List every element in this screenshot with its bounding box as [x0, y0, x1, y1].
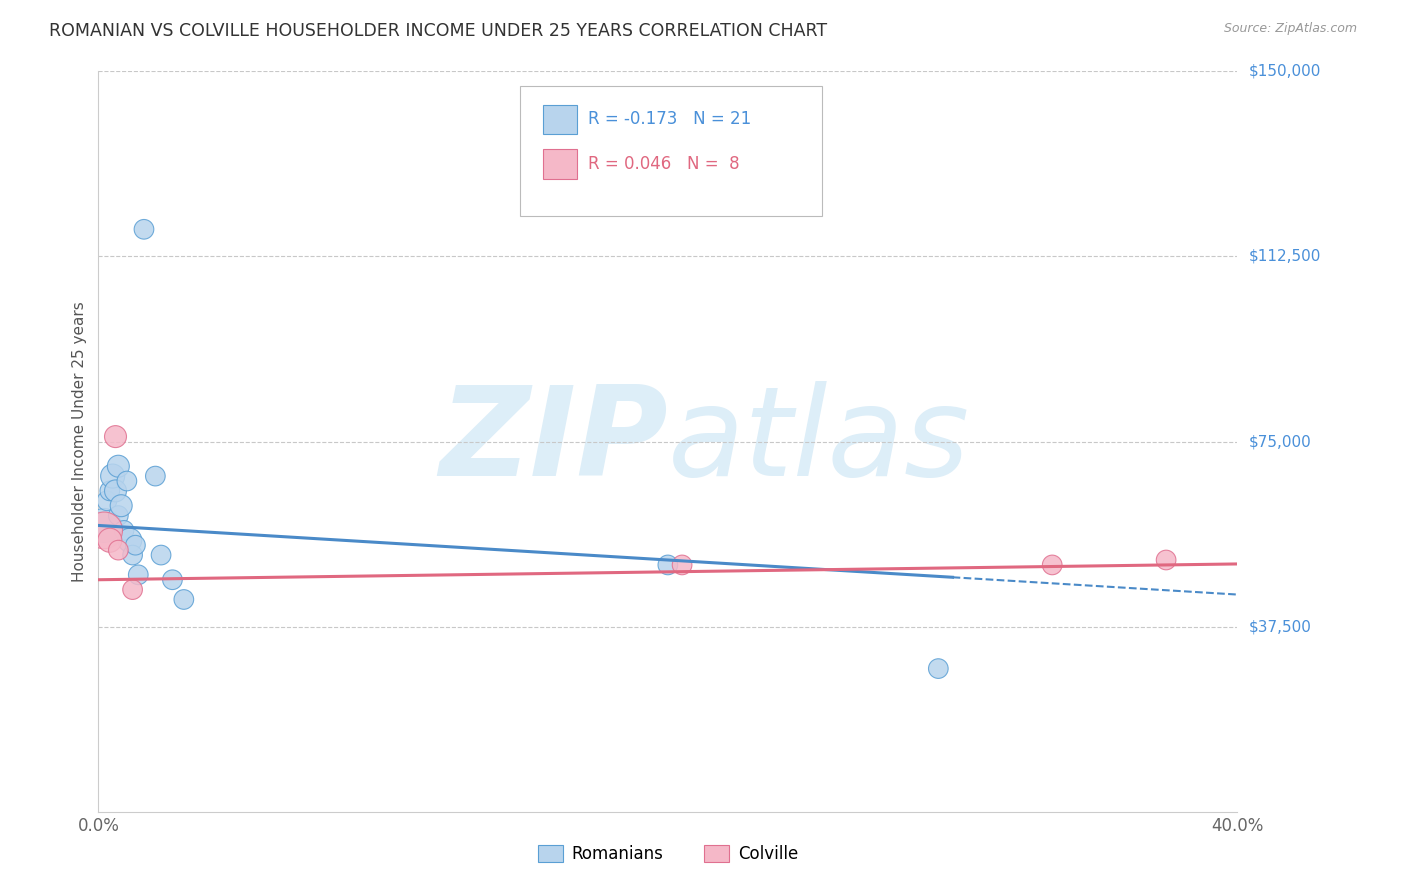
Point — [115, 474, 138, 488]
Text: R = -0.173   N = 21: R = -0.173 N = 21 — [588, 111, 751, 128]
Bar — [543, 104, 576, 135]
Point — [145, 469, 167, 483]
Point — [96, 493, 118, 508]
Point — [107, 508, 129, 523]
Point — [93, 524, 115, 538]
Point — [107, 543, 129, 558]
Point — [121, 582, 143, 597]
Point — [1040, 558, 1063, 572]
Text: Source: ZipAtlas.com: Source: ZipAtlas.com — [1223, 22, 1357, 36]
Text: atlas: atlas — [668, 381, 970, 502]
Point — [173, 592, 195, 607]
Legend: Romanians, Colville: Romanians, Colville — [531, 838, 804, 870]
Point — [124, 538, 146, 552]
Point — [1154, 553, 1177, 567]
Y-axis label: Householder Income Under 25 years: Householder Income Under 25 years — [72, 301, 87, 582]
Bar — [543, 149, 576, 178]
Point — [150, 548, 173, 562]
Text: ROMANIAN VS COLVILLE HOUSEHOLDER INCOME UNDER 25 YEARS CORRELATION CHART: ROMANIAN VS COLVILLE HOUSEHOLDER INCOME … — [49, 22, 827, 40]
Text: $75,000: $75,000 — [1249, 434, 1312, 449]
FancyBboxPatch shape — [520, 87, 821, 216]
Text: ZIP: ZIP — [439, 381, 668, 502]
Point — [118, 533, 141, 548]
Point — [98, 533, 121, 548]
Point — [101, 469, 124, 483]
Point — [127, 567, 149, 582]
Point — [927, 662, 949, 676]
Text: $150,000: $150,000 — [1249, 64, 1322, 78]
Point — [112, 524, 135, 538]
Text: $37,500: $37,500 — [1249, 619, 1312, 634]
Point — [657, 558, 679, 572]
Point — [104, 483, 127, 498]
Point — [132, 222, 155, 236]
Point — [110, 499, 132, 513]
Point — [162, 573, 184, 587]
Point — [104, 429, 127, 443]
Text: $112,500: $112,500 — [1249, 249, 1322, 264]
Point — [93, 518, 115, 533]
Point — [107, 459, 129, 474]
Point — [98, 483, 121, 498]
Point — [671, 558, 693, 572]
Text: R = 0.046   N =  8: R = 0.046 N = 8 — [588, 155, 740, 173]
Point — [121, 548, 143, 562]
